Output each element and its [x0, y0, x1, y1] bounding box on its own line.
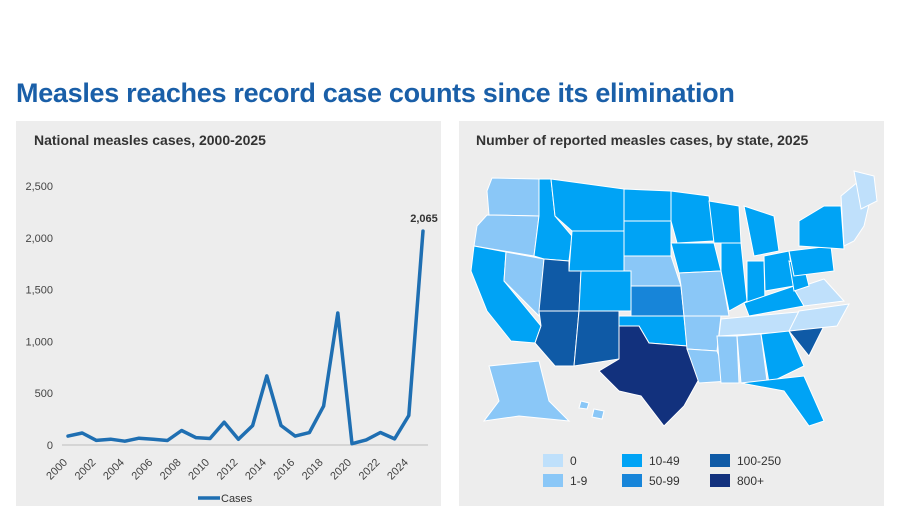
legend-swatch: [622, 454, 642, 467]
x-tick-label: 2002: [73, 457, 99, 483]
legend-label-cases: Cases: [221, 493, 253, 505]
x-tick-label: 2000: [44, 457, 70, 483]
state-north-carolina: [788, 303, 850, 332]
state-texas: [598, 325, 700, 427]
data-label: 2,065: [410, 213, 438, 225]
state-arkansas: [683, 315, 722, 352]
line-chart-panel: National measles cases, 2000-2025 0 500 1,…: [16, 121, 441, 506]
state-oregon: [473, 214, 540, 257]
y-tick-label: 1,000: [25, 336, 53, 348]
data-point: [222, 420, 226, 424]
x-tick-label: 2024: [385, 457, 411, 483]
data-point: [165, 439, 169, 443]
page-title: Measles reaches record case counts since…: [16, 78, 735, 108]
state-iowa: [670, 242, 722, 274]
legend-label: 50-99: [649, 474, 680, 488]
state-arizona: [534, 310, 580, 367]
legend-label: 800+: [737, 474, 764, 488]
data-point: [322, 404, 326, 408]
data-point: [293, 434, 297, 438]
state-hawaii-a: [578, 400, 590, 410]
data-point: [236, 437, 240, 441]
data-point: [109, 437, 113, 441]
y-tick-label: 2,500: [25, 181, 53, 193]
state-kansas: [630, 285, 685, 317]
legend-swatch: [710, 474, 730, 487]
y-tick-label: 1,500: [25, 285, 53, 297]
map-panel: Number of reported measles cases, by sta…: [459, 121, 884, 506]
state-nebraska: [623, 255, 682, 287]
state-hawaii-b: [591, 408, 605, 420]
data-point: [350, 442, 354, 446]
x-tick-label: 2014: [243, 457, 269, 483]
y-tick-label: 0: [47, 440, 53, 452]
y-tick-label: 500: [35, 388, 53, 400]
state-montana: [550, 178, 625, 232]
data-point: [251, 424, 255, 428]
state-michigan: [743, 205, 780, 257]
x-tick-label: 2004: [101, 457, 127, 483]
data-point: [137, 436, 141, 440]
state-wisconsin: [708, 200, 742, 244]
data-point: [279, 424, 283, 428]
state-north-dakota: [623, 188, 672, 222]
x-tick-label: 2006: [130, 457, 156, 483]
state-pennsylvania: [788, 245, 835, 277]
state-mississippi: [716, 335, 740, 384]
state-south-dakota: [623, 220, 672, 257]
state-new-mexico: [573, 310, 620, 367]
legend-label: 100-250: [737, 454, 781, 468]
legend-swatch: [543, 474, 563, 487]
state-colorado: [578, 270, 632, 312]
legend-label: 0: [570, 454, 577, 468]
data-point: [123, 439, 127, 443]
data-point: [336, 311, 340, 315]
state-minnesota: [670, 190, 715, 244]
data-point: [194, 436, 198, 440]
state-illinois: [720, 242, 748, 312]
line-chart-title: National measles cases, 2000-2025: [34, 132, 266, 148]
state-wyoming: [568, 230, 625, 272]
data-point: [364, 438, 368, 442]
data-point: [265, 374, 269, 378]
x-tick-label: 2022: [357, 457, 383, 483]
data-point: [66, 434, 70, 438]
x-tick-label: 2010: [186, 457, 212, 483]
line-chart: 0 500 1,000 1,500 2,000 2,500 2000 2002 2004 2006…: [25, 181, 438, 505]
data-point: [94, 438, 98, 442]
us-choropleth-map: 0 1-9 10-49 50-99 100-250 800+: [470, 170, 878, 488]
state-missouri: [678, 270, 730, 317]
legend-swatch: [710, 454, 730, 467]
x-tick-label: 2012: [215, 457, 241, 483]
state-maine: [853, 170, 878, 210]
series-line-cases: [66, 229, 425, 446]
legend-swatch: [543, 454, 563, 467]
data-point: [421, 229, 425, 233]
data-point: [208, 436, 212, 440]
state-alaska: [482, 360, 571, 422]
x-tick-label: 2008: [158, 457, 184, 483]
data-point: [378, 430, 382, 434]
x-tick-label: 2020: [328, 457, 354, 483]
x-tick-label: 2016: [272, 457, 298, 483]
state-washington: [486, 177, 540, 217]
data-point: [80, 431, 84, 435]
data-point: [151, 437, 155, 441]
data-point: [307, 431, 311, 435]
data-point: [407, 413, 411, 417]
state-ohio: [763, 250, 795, 292]
state-new-york: [798, 205, 845, 250]
y-tick-label: 2,000: [25, 233, 53, 245]
legend-label: 10-49: [649, 454, 680, 468]
legend-label: 1-9: [570, 474, 588, 488]
map-title: Number of reported measles cases, by sta…: [476, 132, 809, 148]
data-point: [393, 437, 397, 441]
state-georgia: [760, 330, 805, 384]
legend-swatch: [622, 474, 642, 487]
data-point: [180, 428, 184, 432]
x-tick-label: 2018: [300, 457, 326, 483]
state-nevada: [503, 251, 545, 318]
state-florida: [740, 375, 825, 427]
